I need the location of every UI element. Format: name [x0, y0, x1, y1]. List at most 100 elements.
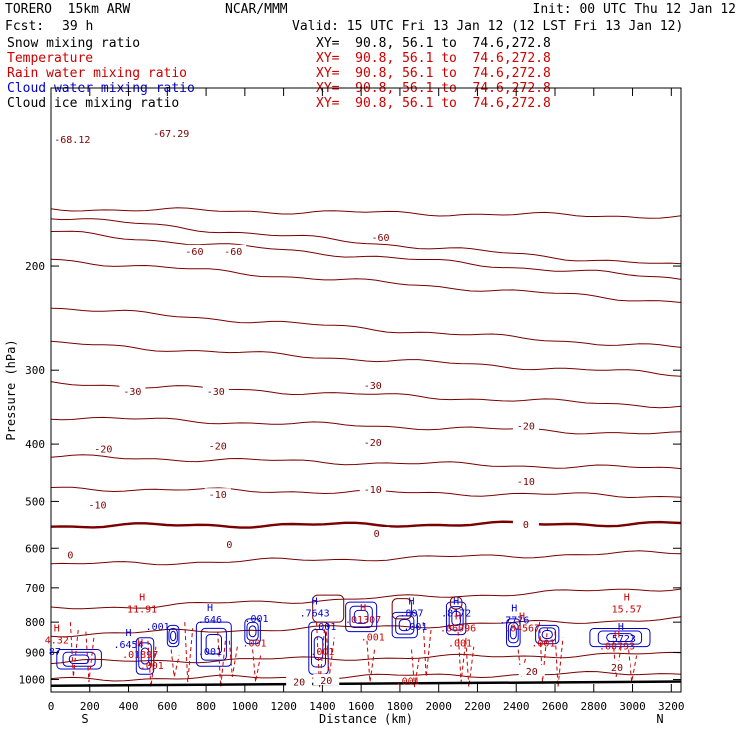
- x-tick-label: 1400: [309, 700, 336, 713]
- max-marker: H: [453, 597, 459, 608]
- max-marker: H: [409, 597, 415, 608]
- contour-label-bg: [359, 378, 386, 390]
- contour-label-bg: [367, 230, 394, 242]
- y-tick-label: 400: [25, 438, 45, 451]
- isotherm-label: -20: [209, 441, 227, 452]
- max-value-label: .646: [198, 615, 222, 626]
- cloud-water-contour: [509, 626, 517, 640]
- rain-water-contour: [184, 622, 194, 683]
- plot-frame: [50, 87, 682, 693]
- max-value-label: 4.32: [45, 636, 69, 647]
- max-value-label: .01307: [345, 615, 381, 626]
- cloud-water-contour: [353, 609, 369, 624]
- contour-label-bg: [512, 474, 539, 486]
- max-value-label: .8172: [441, 609, 471, 620]
- model-title: TORERO 15km ARW: [5, 2, 131, 17]
- cloud-water-contour: [138, 642, 152, 670]
- max-marker: H: [54, 624, 60, 635]
- max-value-label: .001: [312, 622, 336, 633]
- cloud-ice-contour: [449, 596, 463, 610]
- isotherm-line: [50, 616, 682, 638]
- max-value-label: 15.57: [612, 604, 642, 615]
- contour-label-bg: [363, 527, 390, 539]
- isotherm-label: -20: [517, 422, 535, 433]
- x-tick-label: 1000: [232, 700, 259, 713]
- contour-label-bg: [512, 419, 539, 431]
- x-tick-label: 1200: [270, 700, 297, 713]
- max-value-label: .01897: [122, 650, 158, 661]
- rain-water-contour: [85, 631, 95, 683]
- contour-label-bg: [204, 488, 231, 500]
- south-label: S: [81, 712, 88, 726]
- isotherm-line: [50, 230, 682, 280]
- rain-water-contour: [422, 622, 432, 677]
- max-value-label: .001: [531, 639, 555, 650]
- cloud-water-contour: [589, 627, 651, 648]
- cloud-water-contour: [606, 633, 634, 643]
- rain-water-contour: [366, 640, 376, 683]
- center-title: NCAR/MMM: [225, 2, 288, 17]
- rain-water-contour: [628, 649, 638, 683]
- cloud-water-contour: [451, 610, 461, 627]
- isotherm-label: -20: [364, 438, 382, 449]
- max-value-label: .7776: [499, 616, 529, 627]
- cloud-water-contour: [597, 630, 643, 645]
- x-tick-label: 0: [48, 700, 55, 713]
- isotherm-line: [50, 307, 682, 348]
- cloud-water-contour: [248, 625, 257, 638]
- cloud-water-contour: [68, 654, 90, 665]
- x-tick-label: 600: [157, 700, 177, 713]
- isotherm-line: [50, 340, 682, 377]
- x-axis-label: Distance (km): [319, 712, 413, 726]
- isotherm-line: [50, 207, 682, 219]
- contour-label-bg: [359, 436, 386, 448]
- y-tick-label: 500: [25, 495, 45, 508]
- max-value-label: .001: [140, 661, 164, 672]
- y-tick-label: 200: [25, 260, 45, 273]
- contour-label-bg: [202, 385, 229, 397]
- x-tick-label: 2800: [581, 700, 608, 713]
- cloud-water-contour: [535, 624, 560, 645]
- cloud-water-contour: [195, 621, 232, 667]
- max-marker: H: [618, 622, 624, 633]
- max-value-label: .001: [403, 622, 427, 633]
- legend-xy: XY= 90.8, 56.1 to 74.6,272.8: [316, 66, 551, 81]
- cloud-water-contour: [398, 618, 411, 632]
- max-marker: H: [455, 612, 461, 623]
- x-tick-label: 400: [119, 700, 139, 713]
- cloud-water-contour: [205, 634, 223, 655]
- contour-label-bg: [119, 385, 146, 397]
- contour-label-bg: [220, 244, 247, 256]
- isotherm-label: -10: [517, 477, 535, 488]
- cloud-water-contour: [395, 615, 415, 635]
- rain-water-contour: [228, 640, 238, 677]
- legend-xy: XY= 90.8, 56.1 to 74.6,272.8: [316, 96, 551, 111]
- y-tick-label: 800: [25, 616, 45, 629]
- legend-xy: XY= 90.8, 56.1 to 74.6,272.8: [316, 51, 551, 66]
- rain-water-contour: [252, 649, 262, 683]
- contour-label-bg: [512, 517, 539, 529]
- rain-water-contour: [170, 649, 180, 677]
- max-value-label: .001: [244, 614, 268, 625]
- max-marker: H: [614, 630, 620, 641]
- y-tick-label: 300: [25, 364, 45, 377]
- max-marker: H: [207, 603, 213, 614]
- cloud-ice-contour: [312, 594, 345, 623]
- isotherm-label: -60: [224, 247, 242, 258]
- north-label: N: [656, 712, 663, 726]
- y-tick-label: 600: [25, 542, 45, 555]
- cloud-water-contour: [170, 630, 177, 642]
- contour-label-bg: [204, 439, 231, 451]
- contour-label-bg: [158, 126, 185, 138]
- isotherm-line: [50, 454, 682, 470]
- rain-water-contour: [612, 640, 622, 677]
- forecast-hour: 39 h: [62, 19, 94, 34]
- rain-water-contour: [465, 640, 475, 688]
- isotherm-label: -20: [94, 444, 112, 455]
- contour-label-bg: [518, 664, 545, 676]
- x-tick-label: 2000: [425, 700, 452, 713]
- isotherm-label: -10: [88, 501, 106, 512]
- isotherm-label: -30: [364, 381, 382, 392]
- max-marker: H: [624, 592, 630, 603]
- cloud-water-contour: [168, 627, 178, 645]
